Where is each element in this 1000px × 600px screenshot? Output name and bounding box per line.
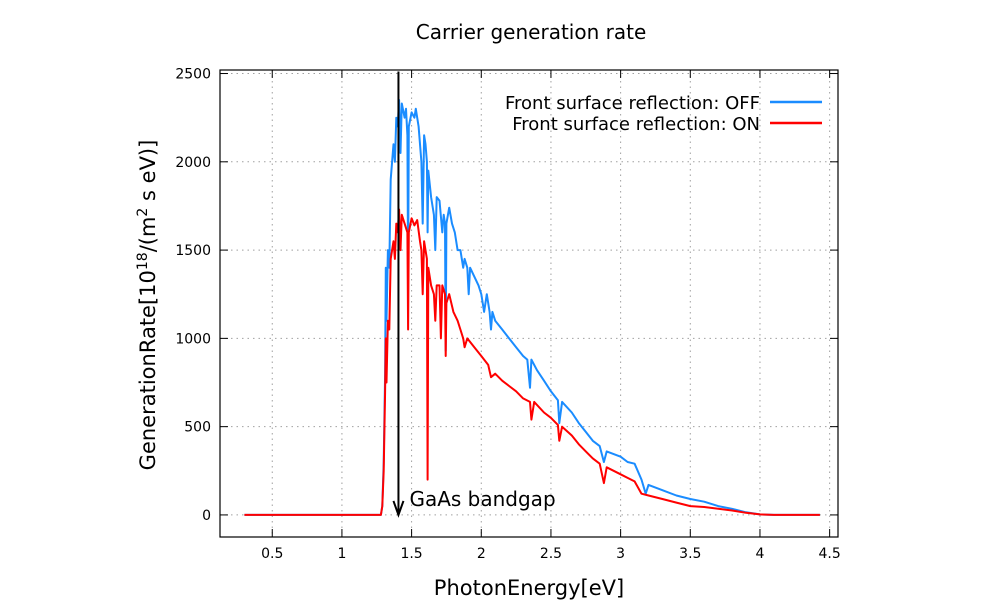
x-tick-label: 4.5 [819, 546, 841, 562]
series-lines [244, 99, 820, 516]
series-line-on [244, 208, 820, 516]
x-tick-label: 0.5 [261, 546, 283, 562]
y-tick-label: 1500 [175, 243, 211, 259]
y-tick-label: 1000 [175, 331, 211, 347]
grid [220, 70, 838, 537]
y-label-sup: 2 [135, 208, 151, 217]
y-tick-label: 500 [184, 420, 211, 436]
bandgap-label: GaAs bandgap [409, 487, 555, 511]
y-tick-label: 2500 [175, 67, 211, 83]
x-tick-label: 2 [477, 546, 486, 562]
legend-label-off: Front surface reflection: OFF [505, 93, 760, 114]
x-tick-label: 3 [616, 546, 625, 562]
chart-title: Carrier generation rate [416, 20, 647, 44]
y-label-part: s eV)] [136, 140, 160, 208]
x-axis-label: PhotonEnergy[eV] [434, 576, 624, 600]
y-tick-label: 2000 [175, 155, 211, 171]
series-line-off [244, 99, 820, 516]
x-tick-label: 1.5 [400, 546, 422, 562]
y-tick-label: 0 [202, 508, 211, 524]
x-tick-label: 3.5 [679, 546, 701, 562]
y-label-part: GenerationRate[10 [136, 270, 160, 470]
plot-frame [219, 69, 839, 538]
ticks: 0.5 1 1.5 2 2.5 3 3.5 4 4.5 0 500 1000 1500 2000 2500 [175, 67, 840, 562]
y-axis-label: GenerationRate[1018/(m2 s eV)] [135, 140, 160, 471]
x-tick-label: 4 [756, 546, 765, 562]
legend: Front surface reflection: OFF Front surf… [505, 93, 822, 135]
y-label-sup: 18 [135, 252, 151, 270]
x-tick-label: 1 [337, 546, 346, 562]
arrow-head-icon [392, 500, 405, 518]
legend-label-on: Front surface reflection: ON [512, 114, 760, 135]
bandgap-annotation: GaAs bandgap [392, 71, 556, 518]
x-tick-label: 2.5 [540, 546, 562, 562]
y-label-part: /(m [136, 217, 160, 253]
